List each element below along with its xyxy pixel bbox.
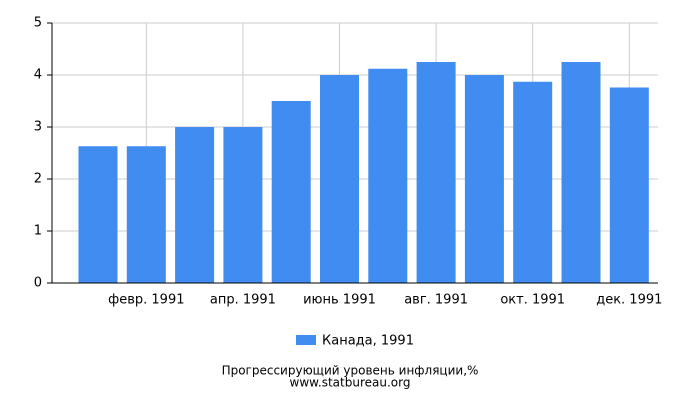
legend-swatch (296, 335, 316, 345)
bar (126, 146, 166, 283)
y-tick-label: 5 (34, 16, 42, 31)
bar (464, 75, 504, 283)
x-tick-label: дек. 1991 (596, 293, 662, 308)
bar (271, 101, 311, 283)
y-tick-label: 0 (34, 276, 42, 291)
bar (609, 87, 649, 283)
bar (223, 127, 263, 283)
bar (320, 75, 359, 283)
source: www.statbureau.org (290, 376, 411, 390)
x-tick-label: июнь 1991 (303, 293, 376, 308)
y-tick-label: 4 (34, 68, 42, 83)
bar (175, 127, 215, 283)
x-tick-label: авг. 1991 (404, 293, 468, 308)
bar (513, 81, 553, 283)
footer: Прогрессирующий уровень инфляции,% (222, 364, 479, 378)
legend-label: Канада, 1991 (322, 334, 414, 349)
bar (561, 62, 601, 283)
x-tick-label: окт. 1991 (500, 293, 565, 308)
bar (78, 146, 118, 283)
x-tick-label: февр. 1991 (108, 293, 184, 308)
y-tick-label: 1 (34, 224, 42, 239)
y-tick-label: 3 (34, 120, 42, 135)
bar (416, 62, 456, 283)
y-tick-label: 2 (34, 172, 42, 187)
bar (368, 68, 408, 283)
x-tick-label: апр. 1991 (210, 293, 276, 308)
